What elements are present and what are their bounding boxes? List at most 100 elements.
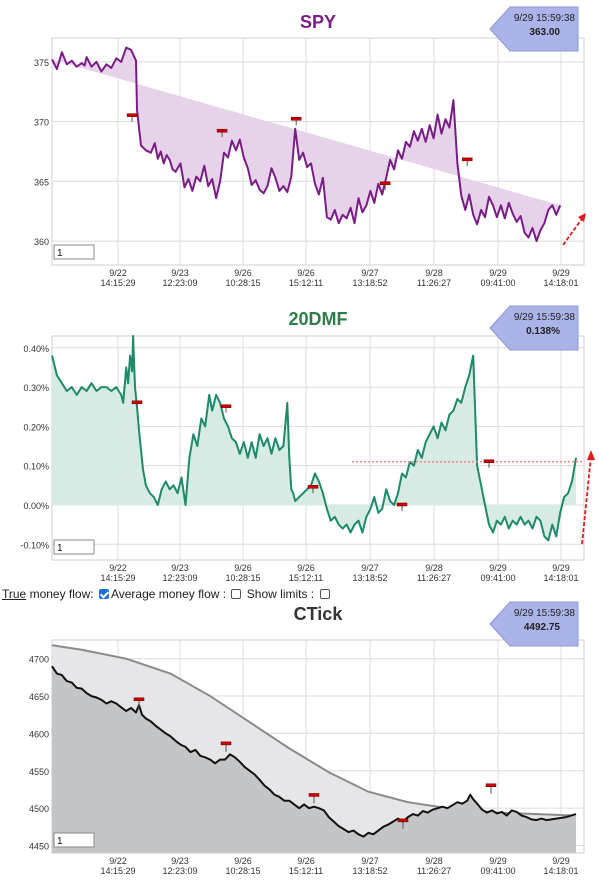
dmf-badge-value: 0.138% — [526, 326, 560, 337]
dmf-x-tick-time: 13:18:52 — [352, 573, 387, 583]
spy-marker — [126, 113, 138, 122]
dmf-x-tick-time: 09:41:00 — [480, 573, 515, 583]
dmf-y-tick-label: 0.00% — [23, 501, 49, 511]
spy-x-tick-time: 10:28:15 — [225, 278, 260, 288]
ctick-x-tick-date: 9/27 — [361, 856, 379, 866]
spy-x-tick-date: 9/27 — [361, 268, 379, 278]
spy-marker-flag — [290, 116, 302, 121]
spy-x-tick-date: 9/28 — [425, 268, 443, 278]
ctick-x-tick-time: 11:26:27 — [417, 866, 451, 876]
dmf-input-value: 1 — [57, 543, 63, 554]
spy-y-tick-label: 370 — [34, 118, 49, 128]
spy-marker — [461, 157, 473, 166]
spy-marker — [290, 116, 302, 126]
average-money-flow-label: Average money flow : — [110, 587, 227, 601]
ctick-marker — [485, 783, 497, 794]
dmf-badge-arrow — [489, 305, 579, 351]
spy-marker-flag — [126, 113, 138, 117]
spy-x-tick-date: 9/29 — [552, 268, 570, 278]
dmf-marker — [131, 400, 143, 409]
spy-y-tick-label: 365 — [34, 177, 49, 187]
dmf-y-tick-label: -0.10% — [20, 540, 49, 550]
ctick-x-tick-time: 10:28:15 — [225, 866, 260, 876]
ctick-area — [52, 666, 576, 853]
true-money-flow-link[interactable]: True — [2, 587, 27, 601]
spy-x-tick-time: 13:18:52 — [352, 278, 387, 288]
spy-title: SPY — [300, 12, 336, 32]
spy-x-tick-date: 9/29 — [489, 268, 507, 278]
dmf-y-tick-label: 0.30% — [23, 383, 49, 393]
spy-x-tick-time: 12:23:09 — [162, 278, 197, 288]
ctick-y-tick-label: 4550 — [29, 767, 49, 777]
ctick-x-tick-date: 9/23 — [171, 856, 189, 866]
dmf-marker — [307, 485, 319, 494]
dmf-input[interactable] — [53, 539, 95, 555]
dmf-x-tick-date: 9/26 — [297, 563, 315, 573]
dmf-marker-flag — [307, 485, 319, 489]
ctick-x-tick-time: 14:18:01 — [543, 866, 578, 876]
spy-marker-flag — [379, 181, 391, 186]
spy-x-tick-date: 9/22 — [109, 268, 127, 278]
dmf-x-tick-date: 9/27 — [361, 563, 379, 573]
spy-x-tick-time: 15:12:11 — [289, 278, 323, 288]
show-limits-checkbox[interactable] — [319, 589, 330, 599]
dmf-marker-flag — [131, 400, 143, 405]
controls-row: True money flow: Average money flow : Sh… — [2, 587, 332, 601]
ctick-panel: 4450 4500 4550 4600 4650 4700 9/22 14:15:29 9/23… — [0, 600, 599, 885]
spy-x-tick-time: 14:15:29 — [100, 278, 135, 288]
ctick-marker-flag — [308, 793, 320, 797]
spy-marker-flag — [461, 157, 473, 162]
ctick-y-tick-label: 4600 — [29, 729, 49, 739]
ctick-y-tick-label: 4650 — [29, 692, 49, 702]
ctick-x-tick-time: 12:23:09 — [162, 866, 197, 876]
dmf-x-tick-date: 9/28 — [425, 563, 443, 573]
ctick-x-tick-date: 9/28 — [425, 856, 443, 866]
dmf-x-tick-time: 12:23:09 — [162, 573, 197, 583]
spy-x-tick-time: 14:18:01 — [543, 278, 578, 288]
spy-input[interactable] — [53, 244, 95, 260]
ctick-badge-arrow — [489, 601, 579, 647]
dmf-marker-flag — [483, 459, 495, 464]
dmf-x-tick-time: 11:26:27 — [417, 573, 451, 583]
spy-y-tick-label: 360 — [34, 237, 49, 247]
dmf-x-tick-date: 9/23 — [171, 563, 189, 573]
average-money-flow-checkbox[interactable] — [98, 589, 109, 599]
ctick-input[interactable] — [53, 832, 95, 848]
ctick-badge-value: 4492.75 — [524, 622, 561, 633]
ctick-marker — [133, 697, 145, 708]
ctick-y-tick-label: 4700 — [29, 655, 49, 665]
dmf-marker — [483, 459, 495, 468]
ctick-badge-timestamp: 9/29 15:59:38 — [514, 608, 576, 619]
spy-marker — [379, 181, 391, 190]
spy-x-tick-date: 9/23 — [171, 268, 189, 278]
dmf-marker — [396, 502, 408, 511]
spy-badge-value: 363.00 — [529, 27, 560, 38]
dmf-x-tick-time: 14:18:01 — [543, 573, 578, 583]
dmf-badge-timestamp: 9/29 15:59:38 — [514, 312, 576, 323]
dmf-x-tick-time: 15:12:11 — [289, 573, 323, 583]
average-money-flow-toggle[interactable] — [231, 589, 242, 599]
spy-badge-timestamp: 9/29 15:59:38 — [514, 13, 576, 24]
ctick-marker — [220, 741, 232, 752]
spy-y-tick-label: 375 — [34, 58, 49, 68]
ctick-y-tick-label: 4500 — [29, 804, 49, 814]
dmf-x-tick-date: 9/29 — [552, 563, 570, 573]
dmf-marker-flag — [220, 404, 232, 408]
spy-area — [52, 47, 561, 242]
spy-panel: 360 365 370 375 9/22 14:15:29 9/23 12:23:09 9/26… — [0, 0, 599, 298]
dmf-x-tick-time: 10:28:15 — [225, 573, 260, 583]
spy-line — [51, 46, 562, 243]
spy-x-tick-time: 09:41:00 — [480, 278, 515, 288]
spy-x-tick-date: 9/26 — [297, 268, 315, 278]
ctick-x-tick-date: 9/26 — [297, 856, 315, 866]
dmf-panel: -0.10% 0.00% 0.10% 0.20% 0.30% 0.40% 9/22 14:15… — [0, 298, 599, 586]
spy-marker-flag — [216, 128, 228, 133]
spy-trend-arrowhead — [578, 213, 586, 222]
ctick-y-tick-label: 4450 — [29, 842, 49, 852]
ctick-marker-flag — [485, 783, 497, 787]
money-flow-label: money flow: — [26, 587, 94, 601]
spy-x-tick-time: 11:26:27 — [417, 278, 451, 288]
show-limits-label: Show limits : — [246, 587, 315, 601]
